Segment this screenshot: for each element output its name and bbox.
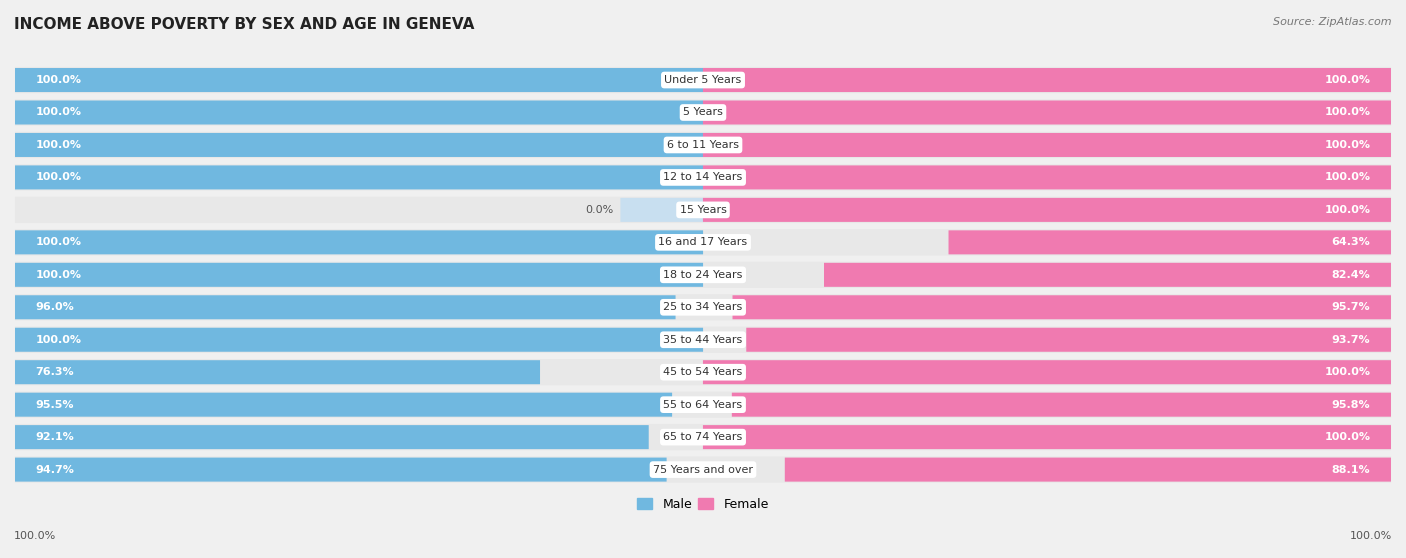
FancyBboxPatch shape bbox=[785, 458, 1391, 482]
Text: 95.5%: 95.5% bbox=[35, 400, 75, 410]
FancyBboxPatch shape bbox=[15, 229, 1391, 256]
FancyBboxPatch shape bbox=[15, 326, 1391, 353]
Text: 100.0%: 100.0% bbox=[1324, 140, 1371, 150]
Legend: Male, Female: Male, Female bbox=[633, 493, 773, 516]
FancyBboxPatch shape bbox=[703, 133, 1391, 157]
FancyBboxPatch shape bbox=[15, 424, 1391, 450]
Text: 18 to 24 Years: 18 to 24 Years bbox=[664, 270, 742, 280]
FancyBboxPatch shape bbox=[15, 165, 703, 189]
Text: 55 to 64 Years: 55 to 64 Years bbox=[664, 400, 742, 410]
Text: 15 Years: 15 Years bbox=[679, 205, 727, 215]
Text: 100.0%: 100.0% bbox=[1324, 75, 1371, 85]
FancyBboxPatch shape bbox=[703, 100, 1391, 124]
Text: 92.1%: 92.1% bbox=[35, 432, 75, 442]
Text: 88.1%: 88.1% bbox=[1331, 465, 1371, 475]
FancyBboxPatch shape bbox=[15, 425, 648, 449]
FancyBboxPatch shape bbox=[703, 165, 1391, 189]
FancyBboxPatch shape bbox=[15, 68, 703, 92]
Text: 75 Years and over: 75 Years and over bbox=[652, 465, 754, 475]
Text: 100.0%: 100.0% bbox=[1324, 108, 1371, 118]
FancyBboxPatch shape bbox=[620, 198, 703, 222]
Text: 95.8%: 95.8% bbox=[1331, 400, 1371, 410]
FancyBboxPatch shape bbox=[15, 456, 1391, 483]
FancyBboxPatch shape bbox=[703, 360, 1391, 384]
FancyBboxPatch shape bbox=[15, 294, 1391, 320]
Text: INCOME ABOVE POVERTY BY SEX AND AGE IN GENEVA: INCOME ABOVE POVERTY BY SEX AND AGE IN G… bbox=[14, 17, 474, 32]
FancyBboxPatch shape bbox=[733, 295, 1391, 319]
FancyBboxPatch shape bbox=[15, 263, 703, 287]
FancyBboxPatch shape bbox=[15, 458, 666, 482]
Text: 96.0%: 96.0% bbox=[35, 302, 75, 312]
FancyBboxPatch shape bbox=[15, 392, 1391, 418]
FancyBboxPatch shape bbox=[15, 359, 1391, 386]
FancyBboxPatch shape bbox=[15, 164, 1391, 191]
Text: 65 to 74 Years: 65 to 74 Years bbox=[664, 432, 742, 442]
Text: 95.7%: 95.7% bbox=[1331, 302, 1371, 312]
Text: 100.0%: 100.0% bbox=[35, 75, 82, 85]
Text: 100.0%: 100.0% bbox=[35, 140, 82, 150]
Text: 100.0%: 100.0% bbox=[1324, 205, 1371, 215]
FancyBboxPatch shape bbox=[15, 133, 703, 157]
FancyBboxPatch shape bbox=[15, 360, 540, 384]
FancyBboxPatch shape bbox=[15, 67, 1391, 93]
Text: 76.3%: 76.3% bbox=[35, 367, 75, 377]
Text: 6 to 11 Years: 6 to 11 Years bbox=[666, 140, 740, 150]
Text: 100.0%: 100.0% bbox=[1350, 531, 1392, 541]
Text: 82.4%: 82.4% bbox=[1331, 270, 1371, 280]
Text: 100.0%: 100.0% bbox=[1324, 172, 1371, 182]
Text: 100.0%: 100.0% bbox=[1324, 367, 1371, 377]
Text: 35 to 44 Years: 35 to 44 Years bbox=[664, 335, 742, 345]
FancyBboxPatch shape bbox=[15, 230, 703, 254]
FancyBboxPatch shape bbox=[15, 262, 1391, 288]
FancyBboxPatch shape bbox=[733, 393, 1391, 417]
Text: Source: ZipAtlas.com: Source: ZipAtlas.com bbox=[1274, 17, 1392, 27]
Text: 94.7%: 94.7% bbox=[35, 465, 75, 475]
Text: 100.0%: 100.0% bbox=[35, 172, 82, 182]
FancyBboxPatch shape bbox=[747, 328, 1391, 352]
FancyBboxPatch shape bbox=[824, 263, 1391, 287]
FancyBboxPatch shape bbox=[15, 99, 1391, 126]
FancyBboxPatch shape bbox=[15, 197, 1391, 223]
Text: 16 and 17 Years: 16 and 17 Years bbox=[658, 237, 748, 247]
Text: 93.7%: 93.7% bbox=[1331, 335, 1371, 345]
Text: 0.0%: 0.0% bbox=[585, 205, 613, 215]
Text: 100.0%: 100.0% bbox=[35, 335, 82, 345]
FancyBboxPatch shape bbox=[15, 132, 1391, 158]
Text: 25 to 34 Years: 25 to 34 Years bbox=[664, 302, 742, 312]
Text: Under 5 Years: Under 5 Years bbox=[665, 75, 741, 85]
FancyBboxPatch shape bbox=[15, 100, 703, 124]
FancyBboxPatch shape bbox=[703, 425, 1391, 449]
Text: 100.0%: 100.0% bbox=[14, 531, 56, 541]
Text: 100.0%: 100.0% bbox=[1324, 432, 1371, 442]
FancyBboxPatch shape bbox=[703, 198, 1391, 222]
Text: 100.0%: 100.0% bbox=[35, 270, 82, 280]
FancyBboxPatch shape bbox=[949, 230, 1391, 254]
Text: 100.0%: 100.0% bbox=[35, 108, 82, 118]
FancyBboxPatch shape bbox=[15, 328, 703, 352]
Text: 64.3%: 64.3% bbox=[1331, 237, 1371, 247]
Text: 45 to 54 Years: 45 to 54 Years bbox=[664, 367, 742, 377]
FancyBboxPatch shape bbox=[15, 393, 672, 417]
FancyBboxPatch shape bbox=[15, 295, 675, 319]
Text: 12 to 14 Years: 12 to 14 Years bbox=[664, 172, 742, 182]
Text: 5 Years: 5 Years bbox=[683, 108, 723, 118]
FancyBboxPatch shape bbox=[703, 68, 1391, 92]
Text: 100.0%: 100.0% bbox=[35, 237, 82, 247]
